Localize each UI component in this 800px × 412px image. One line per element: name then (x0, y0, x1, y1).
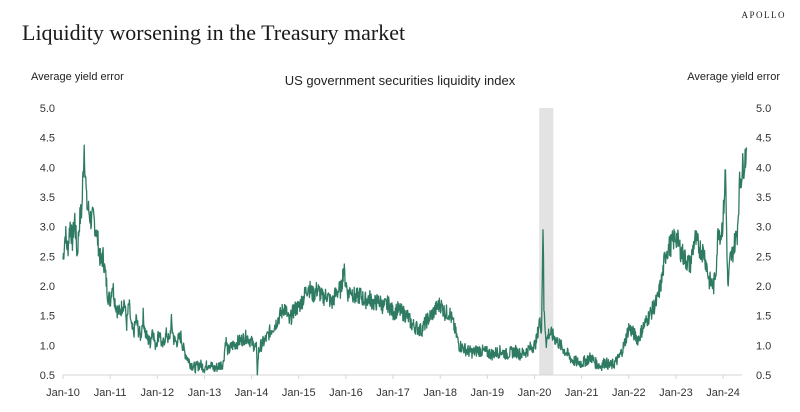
y-tick-label-left: 1.5 (40, 311, 55, 323)
y-tick-label-right: 1.0 (756, 340, 771, 352)
x-tick-label: Jan-10 (46, 387, 80, 399)
y-tick-label-left: 3.0 (40, 222, 55, 234)
x-tick-label: Jan-14 (235, 387, 269, 399)
shaded-region (539, 108, 554, 375)
y-tick-label-left: 0.5 (40, 370, 55, 382)
x-tick-label: Jan-17 (376, 387, 410, 399)
x-tick-label: Jan-19 (471, 387, 505, 399)
x-tick-label: Jan-12 (140, 387, 174, 399)
y-tick-label-left: 1.0 (40, 340, 55, 352)
y-tick-label-right: 2.5 (756, 251, 771, 263)
y-tick-label-left: 4.5 (40, 133, 55, 145)
x-tick-label: Jan-13 (188, 387, 222, 399)
y-tick-label-right: 0.5 (756, 370, 771, 382)
y-tick-label-right: 4.5 (756, 133, 771, 145)
page-title: Liquidity worsening in the Treasury mark… (22, 20, 406, 45)
y-tick-label-right: 5.0 (756, 103, 771, 115)
brand-logo: APOLLO (741, 10, 786, 20)
x-tick-label: Jan-23 (659, 387, 693, 399)
y-tick-label-left: 3.5 (40, 192, 55, 204)
y-tick-label-left: 4.0 (40, 162, 55, 174)
y-tick-label-left: 2.0 (40, 281, 55, 293)
y-tick-label-right: 4.0 (756, 162, 771, 174)
x-tick-label: Jan-24 (706, 387, 740, 399)
x-tick-label: Jan-20 (518, 387, 552, 399)
y-axis-label-left: Average yield error (31, 71, 124, 83)
series-line (62, 144, 748, 376)
y-axis-label-right: Average yield error (687, 71, 780, 83)
y-tick-label-left: 2.5 (40, 251, 55, 263)
x-tick-label: Jan-21 (565, 387, 599, 399)
x-tick-label: Jan-18 (423, 387, 457, 399)
y-tick-label-right: 2.0 (756, 281, 771, 293)
y-tick-label-right: 3.5 (756, 192, 771, 204)
y-tick-label-right: 1.5 (756, 311, 771, 323)
x-tick-label: Jan-16 (329, 387, 363, 399)
x-tick-label: Jan-22 (612, 387, 646, 399)
x-tick-label: Jan-15 (282, 387, 316, 399)
y-tick-label-left: 5.0 (40, 103, 55, 115)
y-tick-label-right: 3.0 (756, 222, 771, 234)
x-tick-label: Jan-11 (94, 387, 127, 399)
chart-title: US government securities liquidity index (284, 73, 516, 88)
